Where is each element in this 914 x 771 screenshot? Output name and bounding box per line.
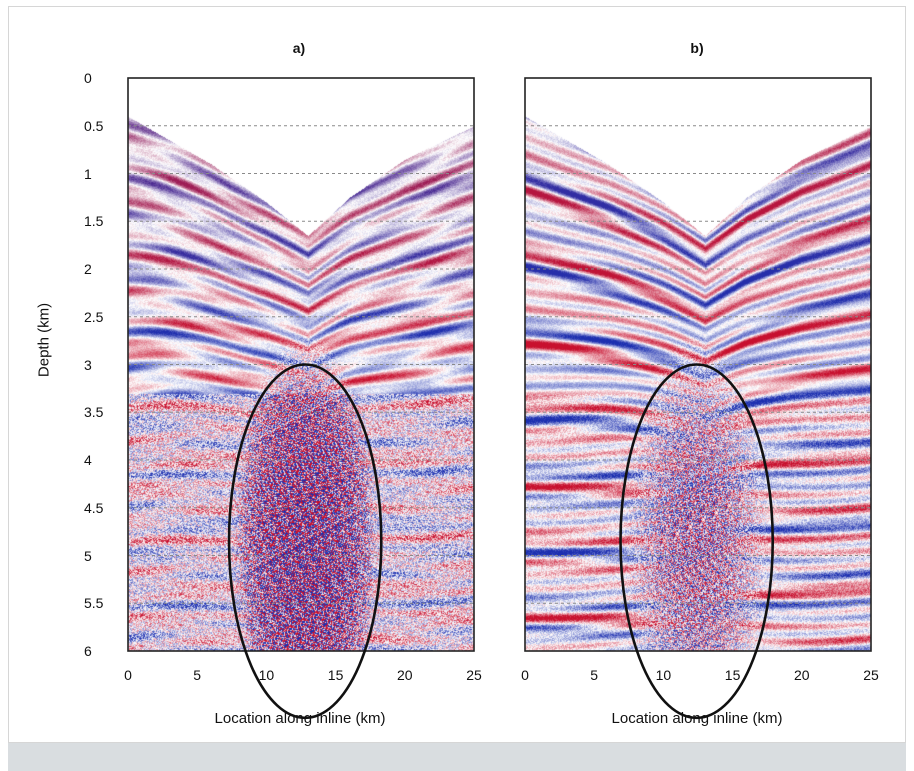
panel-a-x-tick-label: 15 — [327, 667, 344, 683]
panel-b-plot-frame — [524, 77, 872, 652]
y-tick-label: 0.5 — [84, 117, 104, 134]
panel-b-x-tick-label: 5 — [590, 667, 599, 683]
y-tick-label: 1.5 — [84, 213, 104, 230]
y-tick-label: 6 — [84, 643, 92, 659]
y-axis-label: Depth (km) — [35, 302, 53, 378]
panel-a-x-tick-label: 10 — [258, 667, 275, 683]
y-tick-label: 3.5 — [84, 404, 104, 421]
panel-b-x-tick-label: 10 — [655, 667, 672, 683]
panel-b-x-tick-label: 20 — [794, 667, 810, 683]
panel-b-seismic-image — [525, 107, 871, 651]
y-tick-label: 3 — [84, 356, 92, 373]
panel-a-x-tick-label: 0 — [124, 667, 132, 683]
panel-b-highlight-ellipse — [619, 363, 775, 720]
y-tick-label: 0 — [84, 70, 92, 86]
y-tick-label: 1 — [84, 165, 92, 182]
y-tick-label: 4.5 — [84, 499, 104, 516]
panel-a-title: a) — [292, 40, 306, 56]
y-tick-label: 5.5 — [84, 595, 104, 612]
bottom-strip — [8, 743, 906, 771]
panel-a-x-tick-label: 20 — [397, 667, 413, 683]
panel-a-highlight-ellipse — [227, 363, 383, 720]
panel-b-x-tick-label: 0 — [521, 667, 529, 683]
panel-b-x-axis-label: Location along inline (km) — [611, 710, 783, 727]
y-tick-label: 4 — [84, 452, 92, 468]
panel-a-plot-frame — [127, 77, 475, 652]
panel-b-title: b) — [690, 40, 704, 56]
y-tick-label: 5 — [84, 547, 92, 564]
y-tick-label: 2 — [84, 261, 92, 277]
y-tick-label: 2.5 — [84, 308, 104, 325]
panel-a-x-tick-label: 5 — [193, 667, 202, 683]
panel-a-seismic-image — [128, 107, 474, 651]
panel-a-x-tick-label: 25 — [466, 667, 482, 683]
panel-a-x-axis-label: Location along inline (km) — [214, 710, 386, 727]
panel-b-x-tick-label: 25 — [863, 667, 879, 683]
panel-b-x-tick-label: 15 — [724, 667, 741, 683]
